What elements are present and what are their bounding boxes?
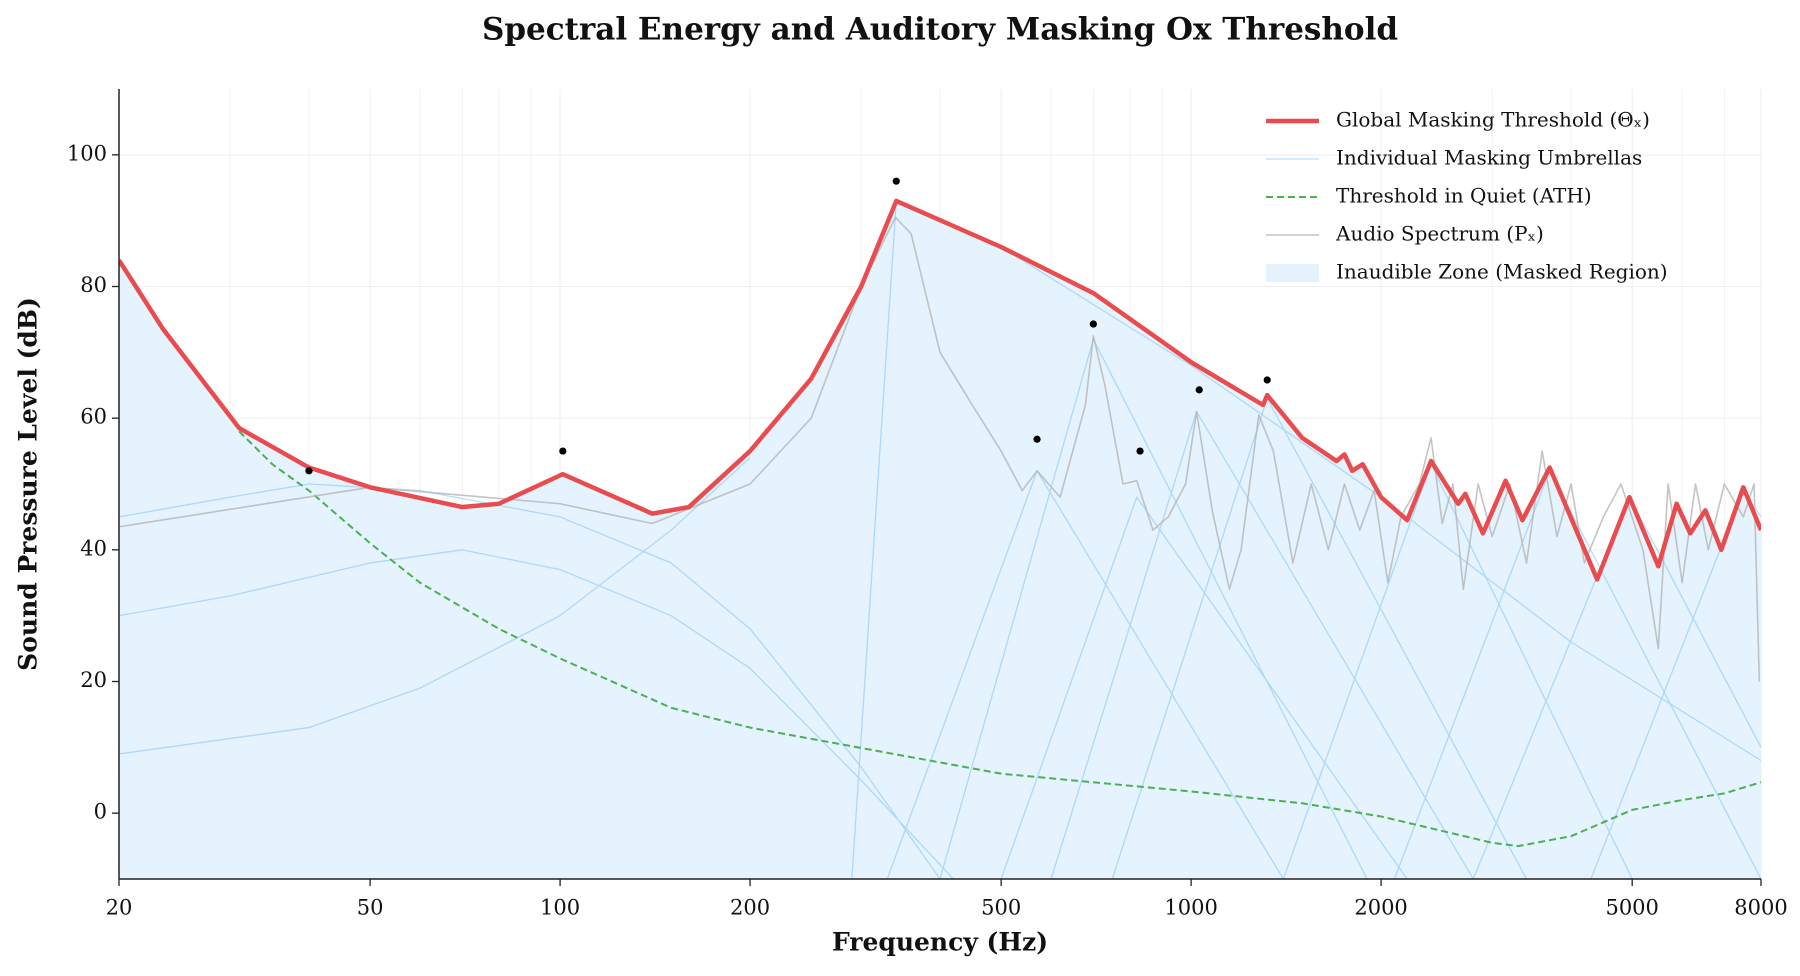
legend: Global Masking Threshold (Θₓ) Individual … <box>1266 108 1668 284</box>
x-axis-title: Frequency (Hz) <box>832 928 1048 957</box>
y-tick-label: 0 <box>94 800 107 824</box>
axes: 0 20 40 60 80 100 20 50 100 200 500 1000 2000 5000 800… <box>67 89 1788 920</box>
x-tick-label: 8000 <box>1734 896 1787 920</box>
x-tick-label: 1000 <box>1164 896 1217 920</box>
y-tick-label: 20 <box>80 668 107 692</box>
peak-marker <box>1263 376 1271 384</box>
peak-marker <box>559 447 567 455</box>
x-tick-label: 200 <box>730 896 770 920</box>
series-line <box>119 216 1761 682</box>
y-tick-label: 60 <box>80 405 107 429</box>
legend-label: Inaudible Zone (Masked Region) <box>1336 260 1668 284</box>
masked-area <box>119 200 1761 879</box>
peak-marker <box>305 467 313 475</box>
peak-marker <box>1136 447 1144 455</box>
x-tick-label: 50 <box>357 896 384 920</box>
x-tick-label: 20 <box>106 896 133 920</box>
legend-label: Global Masking Threshold (Θₓ) <box>1336 108 1650 132</box>
peak-marker <box>1195 386 1203 394</box>
y-tick-label: 100 <box>67 141 107 165</box>
x-tick-label: 500 <box>981 896 1021 920</box>
peak-marker <box>1033 435 1041 443</box>
y-tick-label: 40 <box>80 536 107 560</box>
y-axis-title: Sound Pressure Level (dB) <box>14 297 43 671</box>
legend-label: Threshold in Quiet (ATH) <box>1336 184 1592 208</box>
peak-marker <box>892 177 900 185</box>
x-tick-label: 100 <box>540 896 580 920</box>
plot-area <box>119 177 1761 879</box>
legend-label: Individual Masking Umbrellas <box>1336 146 1642 170</box>
series-line <box>238 430 1761 848</box>
series-line <box>119 198 1761 582</box>
chart-title: Spectral Energy and Auditory Masking Ox … <box>482 12 1398 48</box>
peak-marker <box>1089 320 1097 328</box>
legend-swatch <box>1266 264 1319 282</box>
x-tick-label: 2000 <box>1354 896 1407 920</box>
x-tick-label: 5000 <box>1605 896 1658 920</box>
legend-label: Audio Spectrum (Pₓ) <box>1335 222 1544 246</box>
y-tick-label: 80 <box>80 273 107 297</box>
